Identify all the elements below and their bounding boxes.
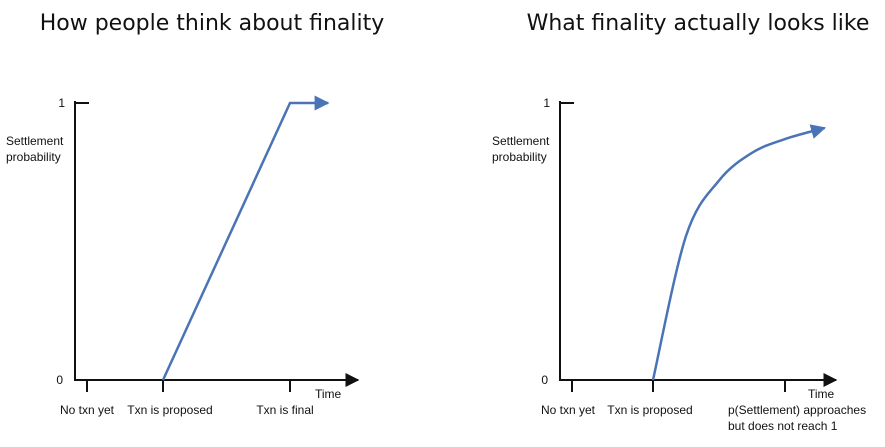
- x-tick-label: No txn yet: [60, 403, 115, 417]
- y-tick-label-1: 1: [58, 96, 65, 110]
- chart-perceived-finality: How people think about finality 1 0 Settlem…: [6, 11, 384, 417]
- chart-title: How people think about finality: [40, 11, 385, 36]
- y-axis-label: Settlement: [6, 134, 64, 148]
- series-line: [161, 95, 330, 381]
- x-tick-label: Txn is proposed: [607, 403, 692, 417]
- y-tick-label-0: 0: [541, 373, 548, 387]
- x-tick-label: No txn yet: [541, 403, 596, 417]
- x-axis-label: Time: [315, 387, 342, 401]
- series-line: [651, 124, 827, 381]
- chart-title: What finality actually looks like: [527, 11, 870, 36]
- y-tick-label-1: 1: [543, 96, 550, 110]
- y-axis-label: probability: [492, 150, 547, 164]
- x-axis-label: Time: [808, 387, 835, 401]
- x-tick-label: Txn is final: [256, 403, 313, 417]
- y-tick-label-0: 0: [56, 373, 63, 387]
- x-tick-label: p(Settlement) approaches: [728, 403, 866, 417]
- chart-actual-finality: What finality actually looks like 1 0 Settl…: [492, 11, 869, 433]
- y-axis-label: Settlement: [492, 134, 550, 148]
- x-tick-label: Txn is proposed: [127, 403, 212, 417]
- y-axis-label: probability: [6, 150, 61, 164]
- x-tick-label: but does not reach 1: [728, 419, 838, 433]
